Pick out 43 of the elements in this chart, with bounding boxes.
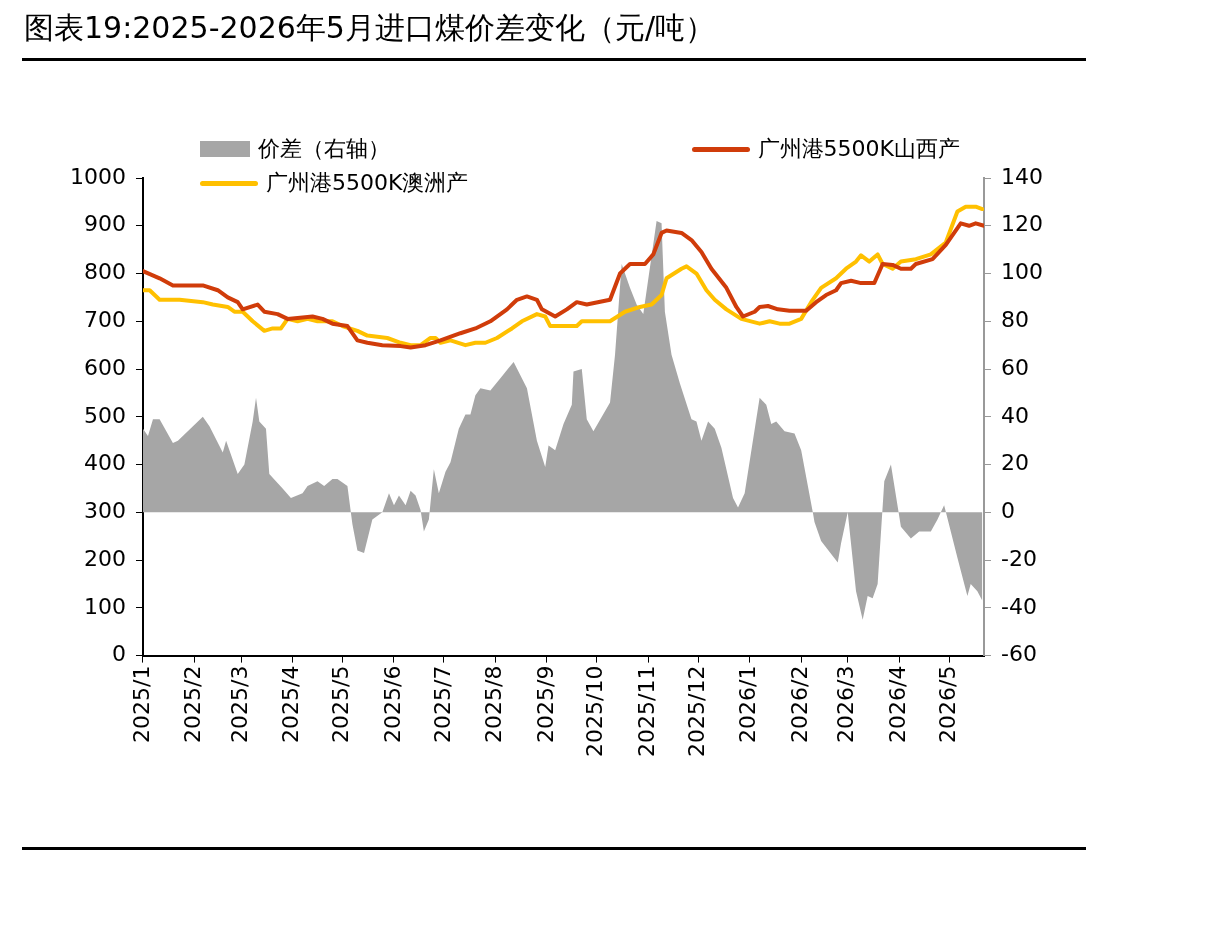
x-tick-label: 2025/1 bbox=[128, 665, 154, 744]
y-tick-label: 700 bbox=[83, 307, 126, 332]
y2-tick-label: 20 bbox=[1001, 450, 1030, 476]
x-tick-label: 2025/11 bbox=[633, 665, 659, 758]
x-tick-label: 2025/6 bbox=[379, 665, 405, 744]
y2-tick-label: 60 bbox=[1001, 354, 1030, 380]
legend-label: 广州港5500K澳洲产 bbox=[266, 169, 469, 197]
y-tick-label: 900 bbox=[83, 211, 126, 237]
y2-tick-label: -20 bbox=[1001, 545, 1037, 571]
x-tick-label: 2025/2 bbox=[180, 665, 206, 744]
x-tick-label: 2025/12 bbox=[683, 665, 709, 758]
x-tick-label: 2025/9 bbox=[532, 665, 558, 744]
y-tick-label: 800 bbox=[83, 259, 126, 285]
legend-label: 价差（右轴） bbox=[258, 135, 390, 163]
y2-tick-label: 140 bbox=[1001, 163, 1044, 189]
y-tick-label: 0 bbox=[111, 641, 126, 667]
x-tick-label: 2025/3 bbox=[226, 665, 252, 744]
x-tick-label: 2025/8 bbox=[481, 665, 507, 744]
legend-label: 广州港5500K山西产 bbox=[757, 135, 960, 163]
y-tick-label: 500 bbox=[83, 402, 126, 428]
x-tick-label: 2025/4 bbox=[278, 665, 304, 744]
chart-title: 图表19:2025-2026年5月进口煤价差变化（元/吨） bbox=[24, 9, 715, 47]
y2-tick-label: 120 bbox=[1001, 211, 1044, 237]
y-tick-label: 300 bbox=[83, 498, 126, 524]
x-tick-label: 2026/5 bbox=[934, 665, 960, 744]
x-tick-label: 2026/3 bbox=[833, 665, 859, 744]
y2-tick-label: 80 bbox=[1001, 307, 1030, 332]
y2-tick-label: -60 bbox=[1001, 641, 1037, 667]
x-tick-label: 2025/10 bbox=[582, 665, 608, 758]
y2-tick-label: 0 bbox=[1001, 498, 1016, 524]
y-tick-label: 1000 bbox=[69, 163, 126, 189]
x-tick-label: 2026/1 bbox=[735, 665, 761, 744]
y-tick-label: 100 bbox=[83, 593, 126, 619]
y2-tick-label: -40 bbox=[1001, 593, 1037, 619]
y-tick-label: 400 bbox=[83, 450, 126, 476]
x-tick-label: 2025/7 bbox=[429, 665, 455, 744]
x-tick-label: 2026/4 bbox=[884, 665, 910, 744]
y2-tick-label: 40 bbox=[1001, 402, 1030, 428]
x-tick-label: 2026/2 bbox=[786, 665, 812, 744]
y2-tick-label: 100 bbox=[1001, 259, 1044, 285]
y-tick-label: 200 bbox=[83, 545, 126, 571]
y-tick-label: 600 bbox=[83, 354, 126, 380]
x-tick-label: 2025/5 bbox=[328, 665, 354, 744]
